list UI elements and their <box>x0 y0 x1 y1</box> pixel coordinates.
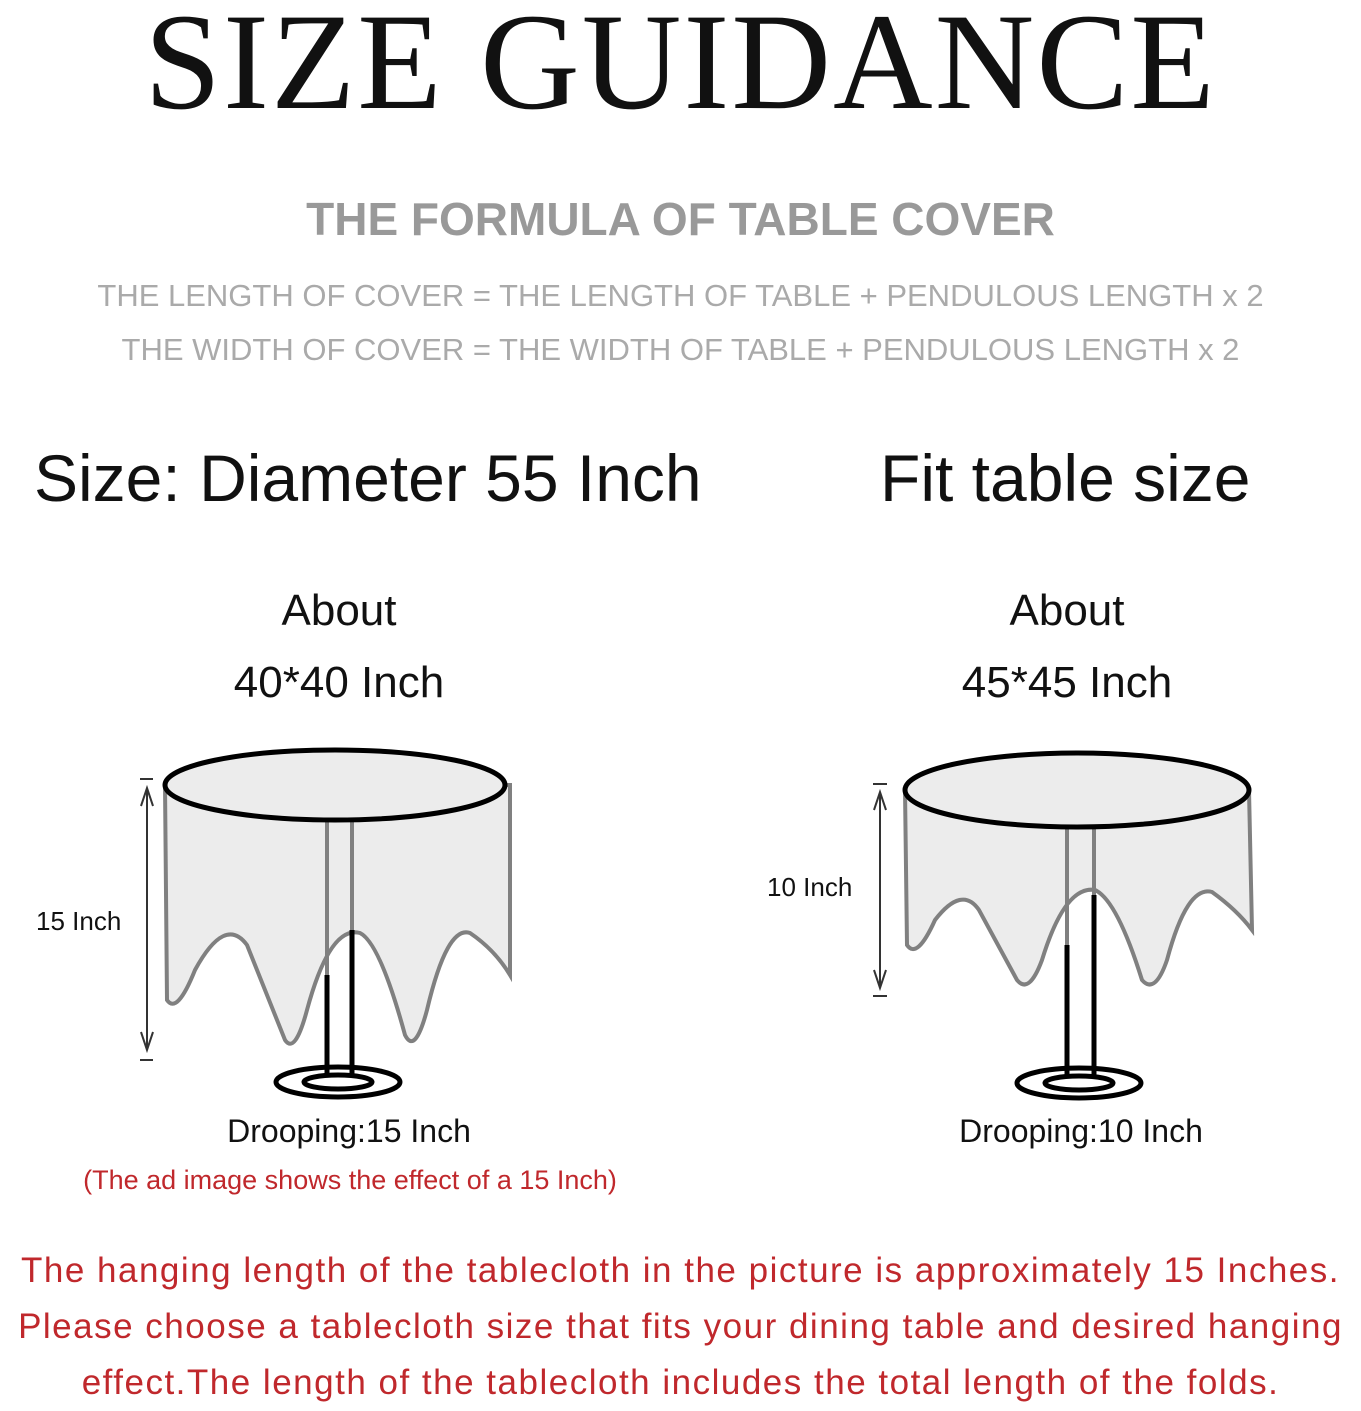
footer-notice: The hanging length of the tablecloth in … <box>0 1243 1361 1411</box>
right-tabletop <box>902 750 1252 830</box>
right-table-size: 45*45 Inch <box>961 658 1173 707</box>
left-table-base <box>273 1064 403 1100</box>
right-table-drawing <box>902 750 1255 1101</box>
formula-width: THE WIDTH OF COVER = THE WIDTH OF TABLE … <box>121 332 1240 367</box>
footer-line: effect.The length of the tablecloth incl… <box>81 1363 1280 1402</box>
left-table-drawing <box>162 747 512 1100</box>
right-table-base <box>1014 1065 1144 1101</box>
left-tabletop <box>162 747 508 823</box>
left-about: About <box>281 586 397 635</box>
left-tablecloth <box>162 783 512 1046</box>
right-drop-label: 10 Inch <box>767 872 853 902</box>
right-drooping: Drooping:10 Inch <box>959 1113 1203 1149</box>
formula-heading: THE FORMULA OF TABLE COVER <box>306 193 1055 245</box>
left-drop-arrow <box>140 778 154 1061</box>
page-title: SIZE GUIDANCE <box>144 0 1217 138</box>
right-drop-arrow <box>873 783 887 997</box>
formula-length: THE LENGTH OF COVER = THE LENGTH OF TABL… <box>97 278 1264 313</box>
left-table-size: 40*40 Inch <box>233 658 445 707</box>
left-drooping: Drooping:15 Inch <box>227 1113 471 1149</box>
left-note: (The ad image shows the effect of a 15 I… <box>83 1165 617 1195</box>
footer-line: The hanging length of the tablecloth in … <box>21 1251 1340 1290</box>
footer-line: Please choose a tablecloth size that fit… <box>18 1307 1343 1346</box>
left-drop-label: 15 Inch <box>36 906 122 936</box>
right-heading: Fit table size <box>880 441 1251 515</box>
right-about: About <box>1009 586 1125 635</box>
left-heading: Size: Diameter 55 Inch <box>34 441 702 515</box>
